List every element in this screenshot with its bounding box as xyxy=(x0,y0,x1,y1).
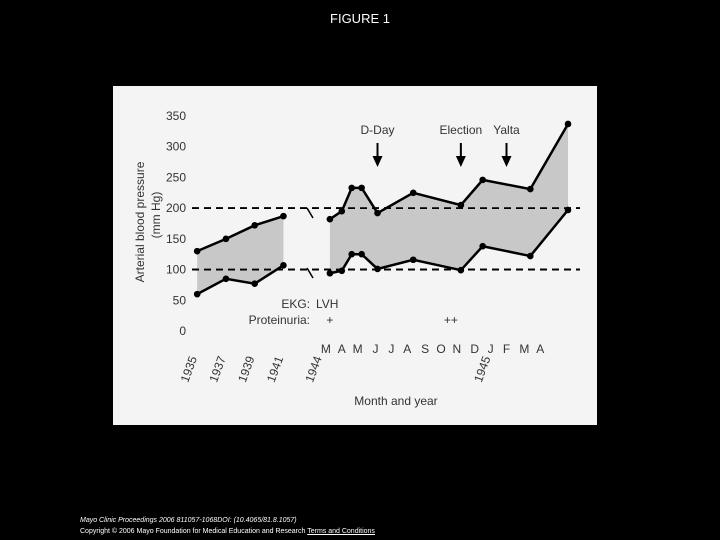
data-point xyxy=(409,256,417,264)
data-point xyxy=(374,265,381,273)
data-point xyxy=(326,215,334,223)
row-item: ++ xyxy=(444,313,458,327)
annotation-arrowhead xyxy=(372,156,383,167)
figure-panel xyxy=(113,86,597,425)
annotation-arrowhead xyxy=(455,156,466,167)
series-line xyxy=(196,214,284,253)
month-tick-label: O xyxy=(436,342,445,356)
month-tick-label: S xyxy=(421,342,429,356)
data-point xyxy=(338,207,346,215)
month-tick-label: M xyxy=(321,342,331,356)
x-axis-label: Month and year xyxy=(354,394,437,408)
data-point xyxy=(193,290,201,298)
annotation: Election xyxy=(440,123,483,137)
month-tick-label: D xyxy=(470,342,479,356)
annotation: D-Day xyxy=(361,123,395,137)
axis-break xyxy=(306,267,314,279)
data-point xyxy=(457,201,465,209)
series-line xyxy=(329,209,569,275)
y-tick-label: 0 xyxy=(179,324,186,338)
axis-break xyxy=(306,207,314,219)
data-point xyxy=(358,250,365,258)
data-point xyxy=(358,184,365,192)
month-tick-label: J xyxy=(488,342,494,356)
slide-title: FIGURE 1 xyxy=(330,11,390,26)
data-point xyxy=(479,242,486,250)
data-point xyxy=(527,252,534,260)
data-point xyxy=(457,266,465,274)
data-point xyxy=(280,261,287,269)
data-point xyxy=(348,250,356,258)
pressure-band xyxy=(197,216,284,295)
data-point xyxy=(479,176,486,184)
data-point xyxy=(222,235,230,243)
data-point xyxy=(564,206,572,214)
data-point xyxy=(251,280,258,288)
pressure-band xyxy=(329,123,569,274)
copyright: Copyright © 2006 Mayo Foundation for Med… xyxy=(80,528,306,535)
data-point xyxy=(374,209,381,217)
data-point xyxy=(222,275,230,283)
citation: Mayo Clinic Proceedings 2006 811057-1068… xyxy=(80,517,297,524)
series-line xyxy=(196,264,285,296)
y-axis-label: Arterial blood pressure xyxy=(133,161,147,282)
data-point xyxy=(348,184,356,192)
y-tick-label: 300 xyxy=(166,140,186,154)
month-tick-label: A xyxy=(536,342,544,356)
row-item: + xyxy=(326,313,333,327)
annotation: Yalta xyxy=(493,123,520,137)
month-tick-label: M xyxy=(519,342,529,356)
data-point xyxy=(251,222,258,229)
data-point xyxy=(338,267,346,275)
y-tick-label: 50 xyxy=(173,293,187,307)
data-point xyxy=(527,185,534,193)
y-tick-label: 350 xyxy=(166,109,186,123)
y-tick-label: 250 xyxy=(166,170,186,184)
month-tick-label: M xyxy=(353,342,363,356)
y-tick-label: 200 xyxy=(166,201,186,215)
row-label: Proteinuria: xyxy=(249,313,310,327)
annotation-arrowhead xyxy=(501,156,512,167)
data-point xyxy=(564,120,572,128)
month-tick-label: A xyxy=(403,342,411,356)
data-point xyxy=(193,247,201,255)
row-item: LVH xyxy=(316,297,338,311)
month-tick-label: N xyxy=(453,342,462,356)
terms-link[interactable]: Terms and Conditions xyxy=(307,528,375,535)
data-point xyxy=(409,189,417,197)
data-point xyxy=(326,269,334,277)
series-line xyxy=(329,123,570,221)
month-tick-label: A xyxy=(338,342,346,356)
y-axis-unit: (mm Hg) xyxy=(149,192,163,239)
month-tick-label: J xyxy=(388,342,394,356)
row-label: EKG: xyxy=(281,297,310,311)
month-tick-label: F xyxy=(503,342,510,356)
y-tick-label: 100 xyxy=(166,263,186,277)
data-point xyxy=(280,212,287,220)
footer: Mayo Clinic Proceedings 2006 811057-1068… xyxy=(80,515,375,537)
month-tick-label: J xyxy=(373,342,379,356)
y-tick-label: 150 xyxy=(166,232,186,246)
